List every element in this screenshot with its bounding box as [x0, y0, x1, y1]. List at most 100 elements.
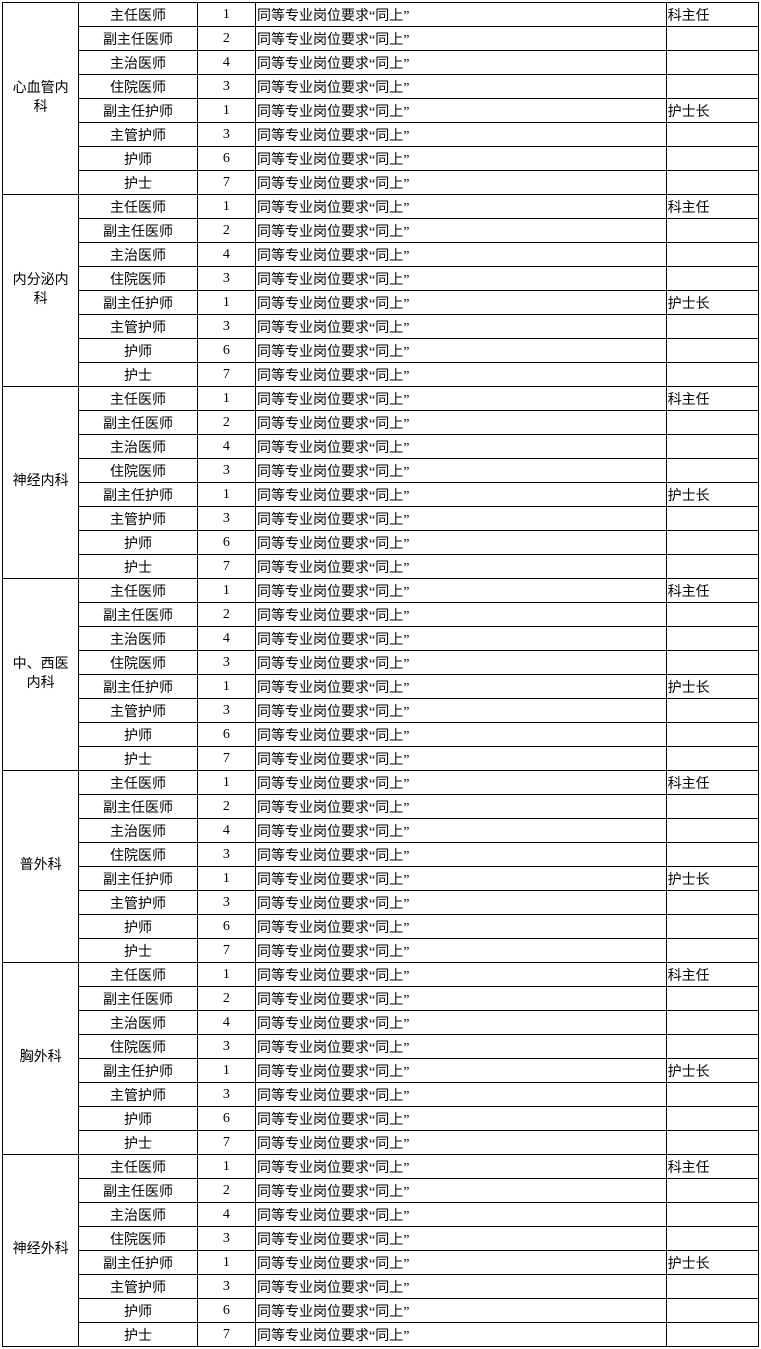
table-row: 主治医师4同等专业岗位要求“同上”: [3, 1203, 759, 1227]
remark-cell: [666, 651, 758, 675]
table-row: 神经外科主任医师1同等专业岗位要求“同上”科主任: [3, 1155, 759, 1179]
count-cell: 7: [197, 1323, 255, 1347]
requirement-cell: 同等专业岗位要求“同上”: [255, 1155, 666, 1179]
count-cell: 7: [197, 555, 255, 579]
remark-cell: [666, 987, 758, 1011]
table-row: 主治医师4同等专业岗位要求“同上”: [3, 819, 759, 843]
table-row: 护师6同等专业岗位要求“同上”: [3, 147, 759, 171]
count-cell: 7: [197, 747, 255, 771]
table-row: 住院医师3同等专业岗位要求“同上”: [3, 267, 759, 291]
position-cell: 副主任护师: [79, 1059, 197, 1083]
requirement-cell: 同等专业岗位要求“同上”: [255, 147, 666, 171]
table-row: 护师6同等专业岗位要求“同上”: [3, 531, 759, 555]
position-cell: 主管护师: [79, 507, 197, 531]
position-cell: 主管护师: [79, 1083, 197, 1107]
position-cell: 主任医师: [79, 963, 197, 987]
remark-cell: [666, 627, 758, 651]
count-cell: 1: [197, 1155, 255, 1179]
table-row: 主管护师3同等专业岗位要求“同上”: [3, 315, 759, 339]
position-cell: 副主任医师: [79, 27, 197, 51]
dept-cell: 普外科: [3, 771, 79, 963]
position-cell: 护士: [79, 171, 197, 195]
dept-cell: 内分泌内科: [3, 195, 79, 387]
requirement-cell: 同等专业岗位要求“同上”: [255, 843, 666, 867]
remark-cell: 护士长: [666, 1251, 758, 1275]
table-row: 主治医师4同等专业岗位要求“同上”: [3, 1011, 759, 1035]
position-cell: 主任医师: [79, 195, 197, 219]
table-row: 副主任护师1同等专业岗位要求“同上”护士长: [3, 675, 759, 699]
count-cell: 7: [197, 939, 255, 963]
position-cell: 住院医师: [79, 651, 197, 675]
table-row: 副主任医师2同等专业岗位要求“同上”: [3, 795, 759, 819]
requirement-cell: 同等专业岗位要求“同上”: [255, 1131, 666, 1155]
count-cell: 7: [197, 1131, 255, 1155]
requirement-cell: 同等专业岗位要求“同上”: [255, 771, 666, 795]
requirement-cell: 同等专业岗位要求“同上”: [255, 315, 666, 339]
count-cell: 3: [197, 75, 255, 99]
requirement-cell: 同等专业岗位要求“同上”: [255, 987, 666, 1011]
count-cell: 1: [197, 771, 255, 795]
table-row: 主管护师3同等专业岗位要求“同上”: [3, 699, 759, 723]
count-cell: 4: [197, 1011, 255, 1035]
remark-cell: 护士长: [666, 675, 758, 699]
requirement-cell: 同等专业岗位要求“同上”: [255, 1251, 666, 1275]
table-row: 护师6同等专业岗位要求“同上”: [3, 1299, 759, 1323]
position-cell: 主管护师: [79, 123, 197, 147]
count-cell: 3: [197, 459, 255, 483]
count-cell: 1: [197, 1251, 255, 1275]
position-cell: 副主任医师: [79, 987, 197, 1011]
position-cell: 护师: [79, 531, 197, 555]
requirement-cell: 同等专业岗位要求“同上”: [255, 1107, 666, 1131]
remark-cell: [666, 531, 758, 555]
table-row: 内分泌内科主任医师1同等专业岗位要求“同上”科主任: [3, 195, 759, 219]
remark-cell: [666, 555, 758, 579]
table-row: 护士7同等专业岗位要求“同上”: [3, 555, 759, 579]
table-row: 主管护师3同等专业岗位要求“同上”: [3, 123, 759, 147]
position-cell: 护师: [79, 1299, 197, 1323]
count-cell: 4: [197, 819, 255, 843]
remark-cell: 科主任: [666, 579, 758, 603]
table-row: 副主任护师1同等专业岗位要求“同上”护士长: [3, 291, 759, 315]
count-cell: 1: [197, 579, 255, 603]
position-cell: 护师: [79, 723, 197, 747]
remark-cell: [666, 1275, 758, 1299]
requirement-cell: 同等专业岗位要求“同上”: [255, 675, 666, 699]
requirement-cell: 同等专业岗位要求“同上”: [255, 1227, 666, 1251]
requirement-cell: 同等专业岗位要求“同上”: [255, 939, 666, 963]
remark-cell: [666, 723, 758, 747]
position-cell: 主治医师: [79, 435, 197, 459]
remark-cell: [666, 219, 758, 243]
position-cell: 护士: [79, 747, 197, 771]
requirement-cell: 同等专业岗位要求“同上”: [255, 27, 666, 51]
table-row: 主治医师4同等专业岗位要求“同上”: [3, 627, 759, 651]
count-cell: 6: [197, 1107, 255, 1131]
count-cell: 6: [197, 147, 255, 171]
remark-cell: [666, 507, 758, 531]
remark-cell: [666, 51, 758, 75]
position-cell: 副主任医师: [79, 1179, 197, 1203]
count-cell: 4: [197, 51, 255, 75]
count-cell: 3: [197, 651, 255, 675]
table-row: 副主任医师2同等专业岗位要求“同上”: [3, 987, 759, 1011]
requirement-cell: 同等专业岗位要求“同上”: [255, 387, 666, 411]
table-row: 护师6同等专业岗位要求“同上”: [3, 1107, 759, 1131]
remark-cell: 护士长: [666, 483, 758, 507]
table-row: 副主任医师2同等专业岗位要求“同上”: [3, 411, 759, 435]
requirement-cell: 同等专业岗位要求“同上”: [255, 339, 666, 363]
remark-cell: 科主任: [666, 387, 758, 411]
position-cell: 副主任医师: [79, 411, 197, 435]
remark-cell: [666, 891, 758, 915]
remark-cell: [666, 795, 758, 819]
remark-cell: [666, 915, 758, 939]
requirement-cell: 同等专业岗位要求“同上”: [255, 51, 666, 75]
remark-cell: [666, 747, 758, 771]
remark-cell: [666, 411, 758, 435]
requirement-cell: 同等专业岗位要求“同上”: [255, 1179, 666, 1203]
table-row: 胸外科主任医师1同等专业岗位要求“同上”科主任: [3, 963, 759, 987]
table-row: 副主任护师1同等专业岗位要求“同上”护士长: [3, 867, 759, 891]
position-cell: 主管护师: [79, 315, 197, 339]
count-cell: 4: [197, 1203, 255, 1227]
position-cell: 副主任护师: [79, 675, 197, 699]
count-cell: 3: [197, 1083, 255, 1107]
dept-cell: 胸外科: [3, 963, 79, 1155]
